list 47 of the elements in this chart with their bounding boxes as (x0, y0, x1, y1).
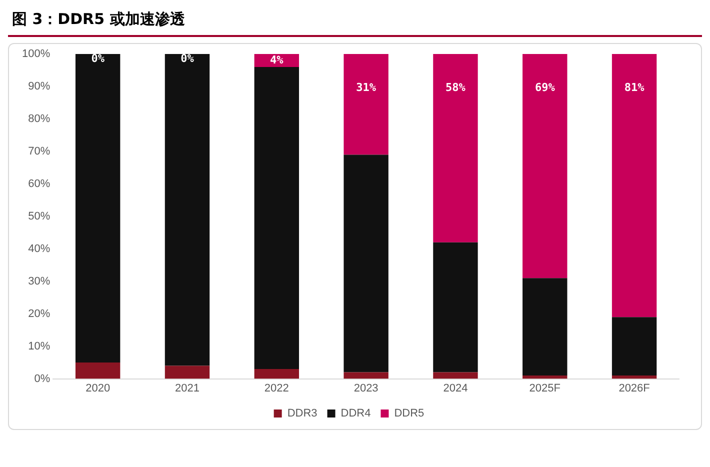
data-label: 69% (534, 80, 556, 94)
x-tick-label: 2022 (264, 382, 289, 394)
bar (433, 372, 478, 379)
bar (344, 372, 388, 379)
bar (344, 54, 388, 155)
bar (612, 376, 657, 379)
bar (612, 317, 657, 376)
y-tick-label: 10% (28, 340, 50, 352)
chart-title: 图 3：DDR5 或加速渗透 (8, 8, 702, 37)
data-label: 0% (180, 52, 194, 65)
bar (522, 278, 568, 376)
data-label: 31% (356, 80, 376, 94)
bar (75, 362, 120, 379)
bar (344, 154, 388, 372)
data-label: 0% (91, 52, 105, 65)
y-tick-label: 50% (28, 210, 50, 222)
x-tick-label: 2026F (618, 382, 650, 394)
x-tick-label: 2024 (443, 382, 468, 394)
bar (522, 376, 568, 379)
bar (433, 242, 478, 372)
x-tick-label: 2023 (354, 382, 378, 394)
legend-label: DDR4 (340, 408, 371, 420)
y-tick-label: 80% (28, 112, 50, 125)
bar (164, 366, 210, 379)
bar (164, 54, 210, 366)
y-tick-label: 0% (34, 372, 50, 385)
bar (433, 54, 478, 242)
y-tick-label: 70% (28, 145, 50, 158)
data-label: 58% (446, 80, 466, 94)
bar (522, 54, 568, 278)
x-tick-label: 2021 (175, 382, 200, 394)
y-tick-label: 30% (28, 275, 50, 288)
y-tick-label: 60% (28, 178, 50, 190)
legend-label: DDR3 (287, 408, 318, 420)
bar (75, 54, 120, 363)
y-tick-label: 20% (28, 308, 50, 320)
bar (254, 66, 300, 370)
y-tick-label: 40% (28, 242, 50, 255)
x-tick-label: 2025F (529, 382, 561, 394)
x-tick-label: 2020 (86, 382, 110, 394)
data-label: 4% (270, 53, 284, 66)
bar (612, 54, 657, 318)
data-label: 81% (624, 80, 645, 94)
bar (254, 369, 300, 379)
y-tick-label: 100% (22, 48, 50, 60)
legend-label: DDR5 (394, 408, 424, 420)
y-tick-label: 90% (28, 80, 50, 93)
